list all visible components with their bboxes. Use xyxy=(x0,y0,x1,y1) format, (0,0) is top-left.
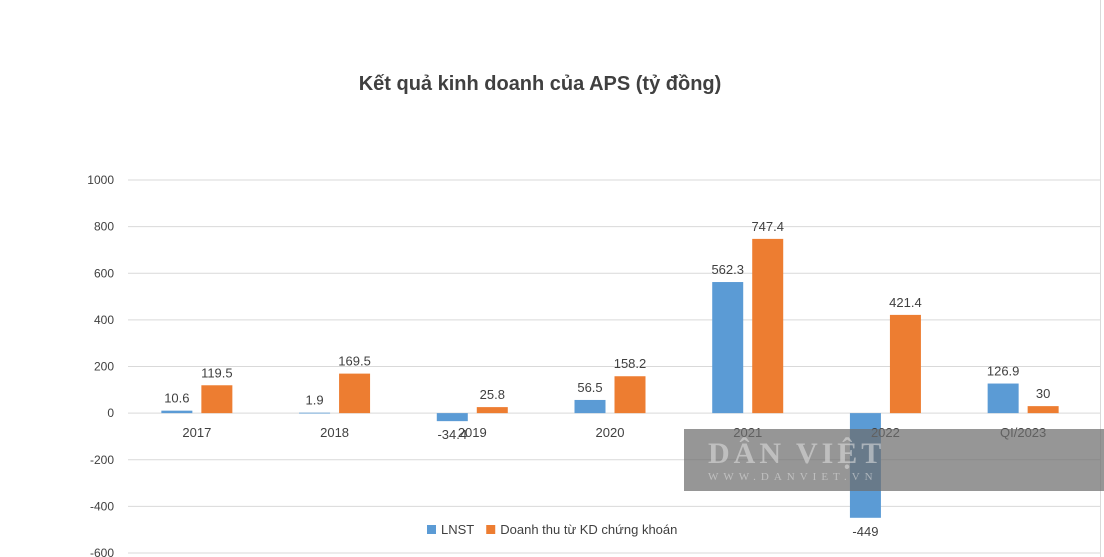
bar-lnst xyxy=(987,383,1019,414)
y-tick-label: 800 xyxy=(94,220,114,234)
frame-edge xyxy=(1100,0,1101,557)
x-tick-label: 2020 xyxy=(596,425,625,440)
x-tick-label: 2017 xyxy=(182,425,211,440)
bar-doanh-thu xyxy=(339,373,371,414)
watermark: DÂN VIỆT WWW.DANVIET.VN xyxy=(684,429,1104,491)
data-label: 158.2 xyxy=(614,356,647,371)
bar-lnst xyxy=(712,282,744,414)
bar-doanh-thu xyxy=(752,238,784,414)
y-tick-label: -400 xyxy=(90,499,114,513)
bar-lnst xyxy=(161,410,193,414)
bar-doanh-thu xyxy=(476,407,508,414)
y-tick-label: 200 xyxy=(94,360,114,374)
legend-swatch xyxy=(486,525,496,534)
data-label: 126.9 xyxy=(987,364,1020,379)
data-label: 421.4 xyxy=(889,295,922,310)
bar-lnst xyxy=(574,399,606,414)
legend-swatch xyxy=(427,525,436,534)
legend-label: LNST xyxy=(441,522,474,537)
data-label: 747.4 xyxy=(751,219,784,234)
watermark-site: WWW.DANVIET.VN xyxy=(708,471,878,483)
bar-doanh-thu xyxy=(1027,406,1059,414)
y-tick-label: 0 xyxy=(107,406,114,420)
y-tick-label: -200 xyxy=(90,453,114,467)
data-label: 119.5 xyxy=(201,365,233,380)
y-axis-ticks: 1000 800 600 400 200 0 -200 -400 -600 xyxy=(87,173,114,557)
data-label: 169.5 xyxy=(338,354,371,369)
data-label: 25.8 xyxy=(480,387,505,402)
bar-lnst xyxy=(299,412,331,414)
data-label: -449 xyxy=(852,524,878,539)
data-labels: 10.6 119.5 1.9 169.5 -34.4 25.8 56.5 158.2 562.3… xyxy=(164,219,1050,539)
x-tick-label: 2019 xyxy=(458,425,487,440)
bar-doanh-thu xyxy=(889,314,921,414)
legend: LNST Doanh thu từ KD chứng khoán xyxy=(427,522,677,537)
data-label: 10.6 xyxy=(164,391,189,406)
x-tick-label: 2018 xyxy=(320,425,349,440)
watermark-brand: DÂN VIỆT xyxy=(708,437,886,470)
data-label: -34.4 xyxy=(437,427,467,442)
data-label: 562.3 xyxy=(711,262,744,277)
legend-label: Doanh thu từ KD chứng khoán xyxy=(500,522,677,537)
chart-title: Kết quả kinh doanh của APS (tỷ đồng) xyxy=(359,73,722,95)
y-tick-label: -600 xyxy=(90,546,114,557)
data-label: 30 xyxy=(1036,386,1050,401)
bar-doanh-thu xyxy=(201,385,233,414)
bar-doanh-thu xyxy=(614,376,646,414)
bar-lnst xyxy=(436,413,468,422)
data-label: 56.5 xyxy=(577,380,602,395)
y-tick-label: 400 xyxy=(94,313,114,327)
data-label: 1.9 xyxy=(306,393,324,408)
y-tick-label: 1000 xyxy=(87,173,114,187)
y-tick-label: 600 xyxy=(94,266,114,280)
